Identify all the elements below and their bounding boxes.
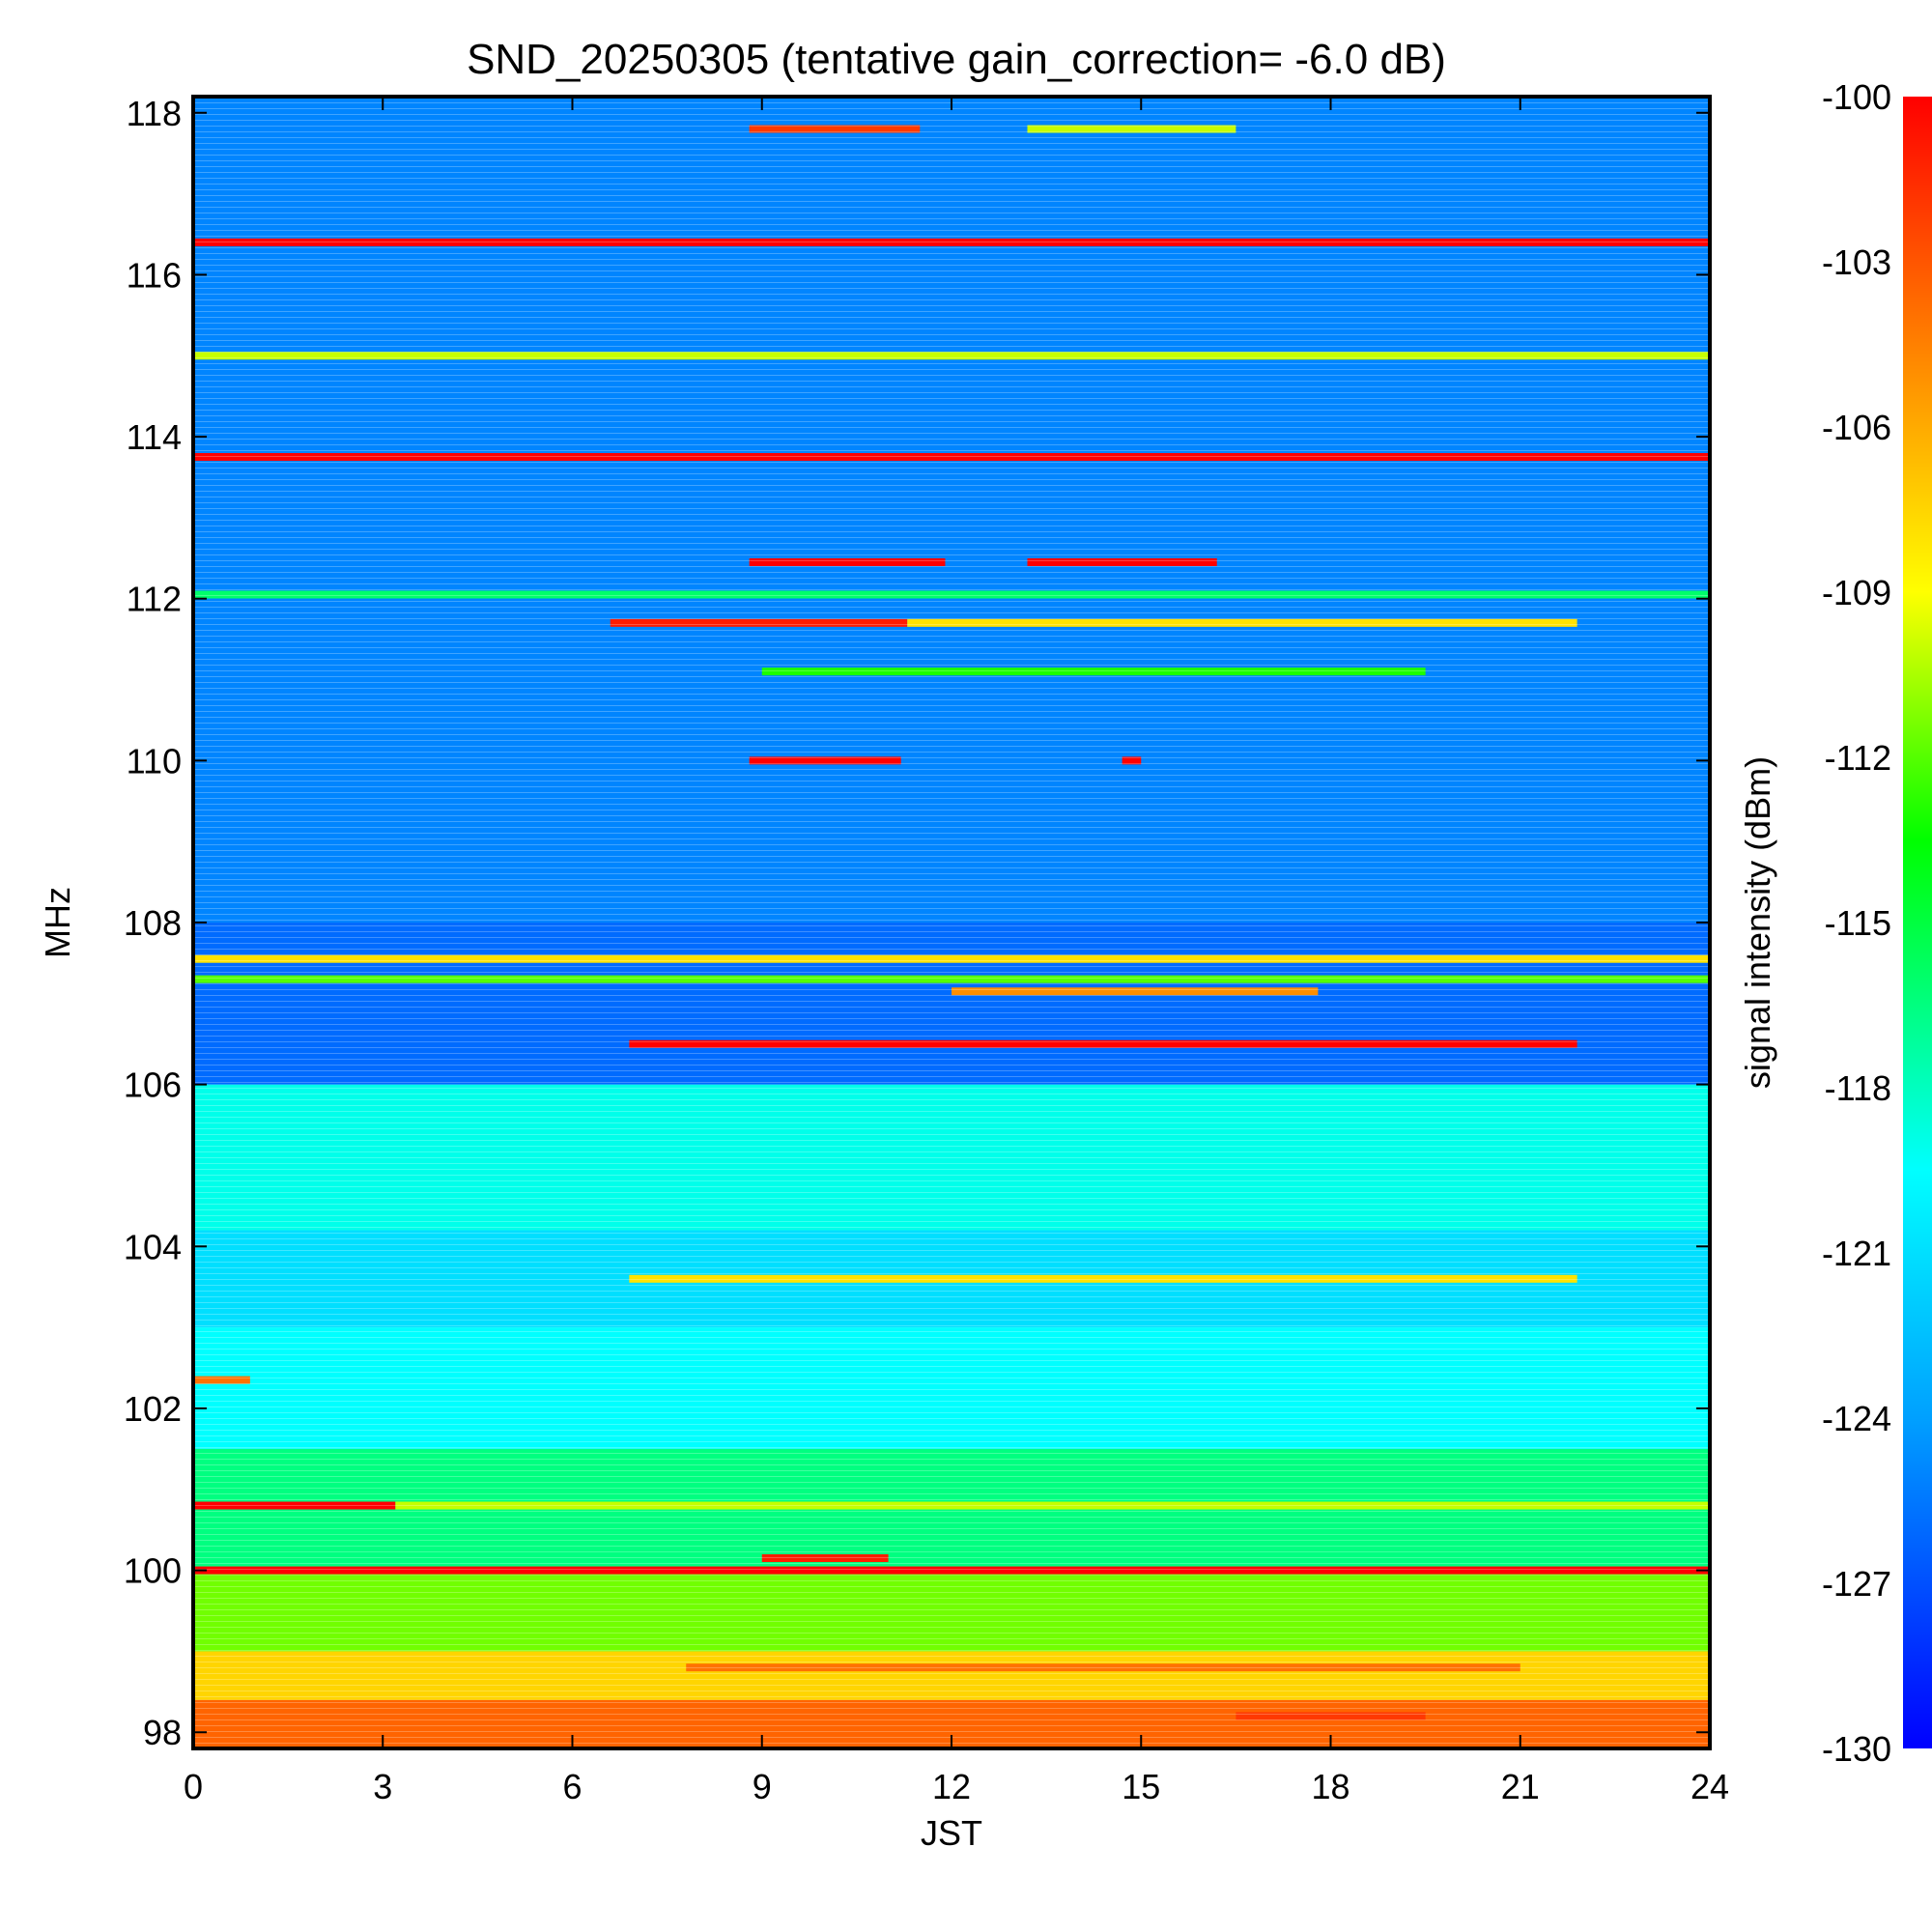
colorbar-tick-label: -106 — [1822, 408, 1891, 447]
y-tick-label: 102 — [124, 1389, 182, 1429]
x-tick-label: 24 — [1690, 1767, 1729, 1806]
y-tick-label: 116 — [127, 255, 182, 295]
y-tick-label: 98 — [143, 1713, 182, 1752]
colorbar-tick-label: -103 — [1822, 242, 1891, 282]
y-tick-label: 104 — [124, 1227, 182, 1266]
x-tick-label: 9 — [753, 1767, 772, 1806]
chart-title: SND_20250305 (tentative gain_correction=… — [467, 36, 1446, 83]
x-tick-label: 18 — [1311, 1767, 1350, 1806]
y-tick-label: 108 — [124, 903, 182, 943]
colorbar-tick-label: -118 — [1825, 1068, 1891, 1108]
x-tick-label: 3 — [373, 1767, 392, 1806]
colorbar-tick-label: -130 — [1822, 1729, 1891, 1769]
x-tick-label: 15 — [1122, 1767, 1160, 1806]
y-tick-label: 114 — [127, 417, 182, 457]
plot-noise-overlay — [193, 97, 1710, 1748]
colorbar-tick-label: -127 — [1822, 1564, 1891, 1604]
x-tick-label: 21 — [1501, 1767, 1540, 1806]
y-axis-label: MHz — [38, 887, 77, 958]
y-tick-label: 112 — [127, 580, 182, 619]
x-axis-label: JST — [921, 1813, 982, 1853]
colorbar — [1903, 97, 1932, 1748]
x-axis: 0 3 6 9 12 15 18 21 24 — [184, 97, 1729, 1806]
colorbar-axis: -100 -103 -106 -109 -112 -115 -118 -121 -124 -127… — [1822, 77, 1891, 1769]
x-tick-label: 0 — [184, 1767, 203, 1806]
colorbar-tick-label: -121 — [1822, 1234, 1891, 1273]
colorbar-label: signal intensity (dBm) — [1738, 756, 1777, 1089]
y-axis: 98 100 102 104 106 108 110 112 114 116 118 — [124, 94, 1710, 1752]
y-tick-label: 110 — [127, 741, 182, 781]
y-tick-label: 118 — [127, 94, 182, 133]
y-tick-label: 106 — [124, 1065, 182, 1105]
colorbar-tick-label: -109 — [1822, 573, 1891, 612]
colorbar-tick-label: -100 — [1822, 77, 1891, 117]
colorbar-tick-label: -115 — [1825, 903, 1891, 943]
y-tick-label: 100 — [124, 1551, 182, 1591]
colorbar-tick-label: -124 — [1822, 1399, 1891, 1438]
x-tick-label: 12 — [932, 1767, 971, 1806]
colorbar-tick-label: -112 — [1825, 738, 1891, 778]
x-tick-label: 6 — [562, 1767, 582, 1806]
